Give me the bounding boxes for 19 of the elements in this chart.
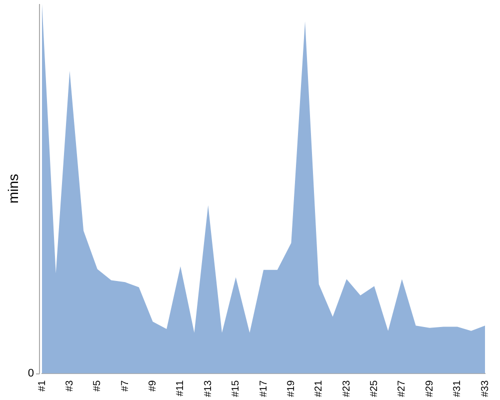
x-tick-label: #1: [36, 380, 48, 392]
x-tick-label: #31: [452, 380, 464, 398]
x-tick-label: #9: [148, 380, 158, 392]
x-tick-label: #15: [230, 380, 242, 398]
x-tick-label: #27: [396, 380, 408, 398]
x-tick-label: #25: [369, 380, 380, 398]
x-tick-label: #33: [480, 380, 491, 398]
x-tick-label: #21: [314, 380, 325, 398]
x-tick-label: #23: [341, 380, 352, 398]
x-tick-label: #29: [424, 380, 436, 398]
x-tick-label: #3: [64, 380, 76, 392]
y-axis-title: mins: [4, 174, 21, 204]
x-tick-label: #19: [286, 380, 297, 398]
x-tick-label: #7: [120, 380, 131, 392]
x-tick-label: #17: [258, 380, 270, 398]
x-tick-label: #13: [202, 380, 214, 398]
x-tick-label: #11: [175, 380, 186, 396]
text: 0: [28, 367, 34, 380]
x-tick-label: #5: [92, 380, 104, 392]
